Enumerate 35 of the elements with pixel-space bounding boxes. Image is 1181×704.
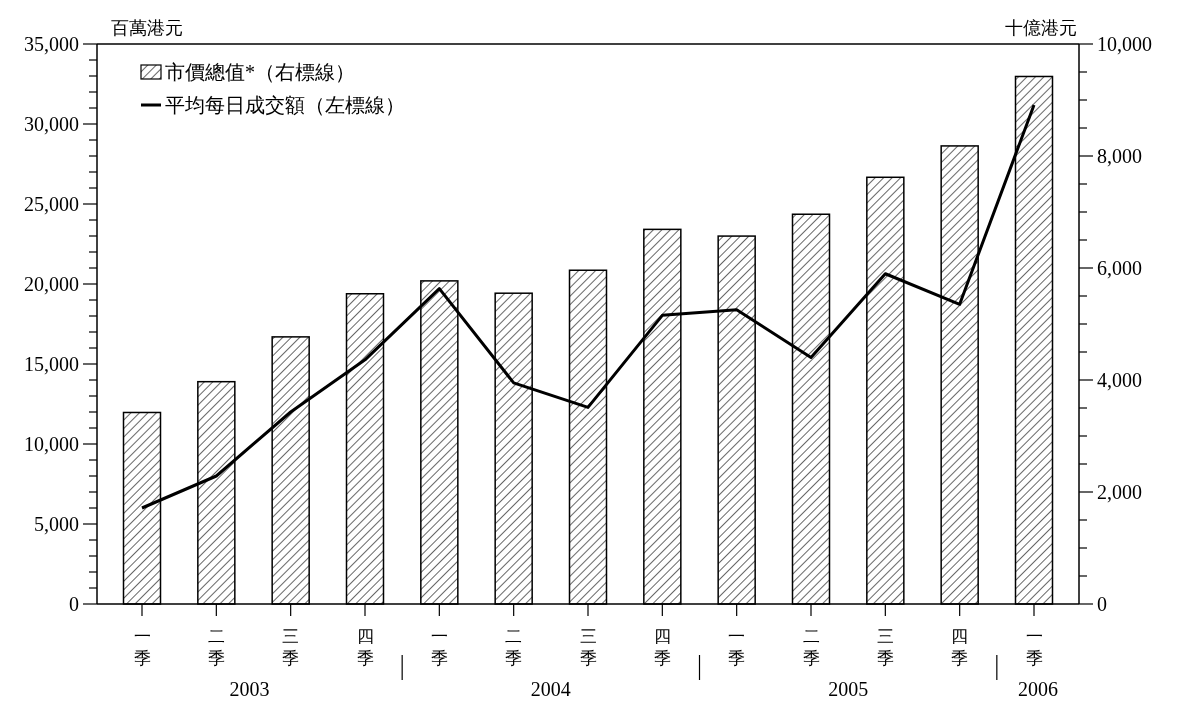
x-tick-label: 一季 <box>728 627 746 668</box>
x-tick-label: 三季 <box>579 627 597 668</box>
x-tick-label: 二季 <box>802 627 820 668</box>
y-tick-label: 25,000 <box>24 193 79 215</box>
y2-tick-label: 2,000 <box>1097 481 1142 503</box>
y-tick-label: 5,000 <box>34 513 79 535</box>
x-tick-label: 四季 <box>951 627 969 668</box>
y2-tick-label: 6,000 <box>1097 257 1142 279</box>
x-tick-label: 一季 <box>1025 627 1043 668</box>
y-tick-label: 15,000 <box>24 353 79 375</box>
legend-label: 平均每日成交額（左標線） <box>165 94 405 116</box>
y2-tick-label: 4,000 <box>1097 369 1142 391</box>
x-tick-label: 四季 <box>653 627 671 668</box>
text: 2003 <box>229 678 270 700</box>
x-tick-label: 一季 <box>430 627 448 668</box>
x-tick-label: 二季 <box>505 627 523 668</box>
y2-tick-label: 0 <box>1097 593 1107 615</box>
x-tick-label: 一季 <box>133 627 151 668</box>
y-tick-label: 30,000 <box>24 113 79 135</box>
y2-tick-label: 8,000 <box>1097 145 1142 167</box>
x-tick-label: 二季 <box>207 627 225 668</box>
legend-label: 市價總值*（右標線） <box>165 61 355 83</box>
text: 2005 <box>828 678 869 700</box>
y2-tick-label: 10,000 <box>1097 33 1152 55</box>
y-tick-label: 35,000 <box>24 33 79 55</box>
text: 2004 <box>530 678 571 700</box>
y2-axis-title: 十億港元 <box>1005 18 1077 38</box>
text: 2006 <box>1017 678 1058 700</box>
y-tick-label: 10,000 <box>24 433 79 455</box>
y-tick-label: 20,000 <box>24 273 79 295</box>
y-axis-title: 百萬港元 <box>111 18 183 38</box>
x-tick-label: 四季 <box>356 627 374 668</box>
x-tick-label: 三季 <box>876 627 894 668</box>
x-tick-label: 三季 <box>282 627 300 668</box>
y-tick-label: 0 <box>69 593 79 615</box>
